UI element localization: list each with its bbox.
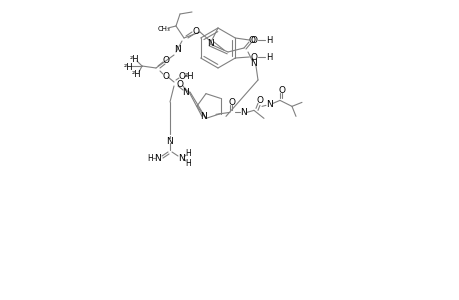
Text: H: H — [185, 158, 190, 167]
Text: O: O — [176, 80, 183, 88]
Text: O: O — [250, 52, 257, 62]
Text: H: H — [266, 52, 272, 62]
Text: N: N — [182, 88, 189, 97]
Text: H: H — [266, 35, 272, 44]
Text: O: O — [256, 96, 263, 105]
Text: O: O — [178, 71, 185, 80]
Text: O: O — [250, 35, 257, 44]
Text: N: N — [166, 136, 173, 146]
Text: ²H: ²H — [129, 55, 139, 64]
Text: CH₃: CH₃ — [157, 26, 170, 32]
Text: O: O — [278, 86, 285, 95]
Text: N: N — [207, 38, 214, 47]
Text: O: O — [192, 26, 199, 35]
Text: N: N — [178, 154, 185, 163]
Text: N: N — [174, 44, 181, 53]
Text: ²H: ²H — [131, 70, 140, 79]
Text: N: N — [200, 112, 207, 121]
Text: ²H: ²H — [184, 71, 193, 80]
Text: O: O — [162, 56, 169, 64]
Text: N: N — [240, 108, 247, 117]
Text: O: O — [162, 71, 169, 80]
Text: H: H — [147, 154, 152, 163]
Text: ²H: ²H — [123, 62, 133, 71]
Text: H: H — [185, 148, 190, 158]
Text: N: N — [154, 154, 161, 163]
Text: N: N — [266, 100, 273, 109]
Text: O: O — [248, 35, 255, 44]
Text: N: N — [250, 58, 257, 68]
Text: O: O — [228, 98, 235, 107]
